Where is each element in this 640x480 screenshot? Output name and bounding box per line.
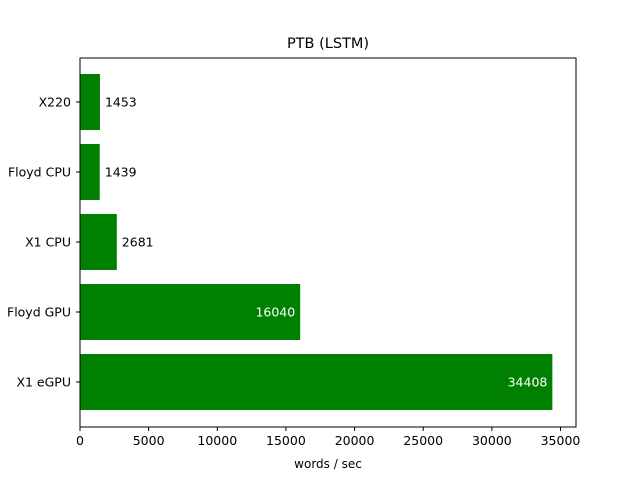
x-tick-label: 20000 [335,433,375,448]
x-tick-label: 35000 [541,433,581,448]
x-axis-label: words / sec [294,457,362,471]
x-tick-label: 10000 [197,433,237,448]
bar-x220 [80,74,100,130]
x-axis: 0 5000 10000 15000 20000 25000 30000 35000 [76,427,580,448]
bar-value-label: 16040 [255,305,295,320]
y-tick-label: X220 [39,95,71,110]
bar-value-label: 2681 [122,235,154,250]
bar-floyd-cpu [80,144,100,200]
x-tick-label: 5000 [133,433,165,448]
y-tick-label: Floyd GPU [7,305,71,320]
x-tick-label: 25000 [403,433,443,448]
bar-floyd-gpu [80,284,301,340]
plot-frame [79,57,577,428]
x-tick-label: 15000 [266,433,306,448]
bars-group: 1453 1439 2681 16040 34408 [80,74,553,410]
x-tick-label: 30000 [472,433,512,448]
y-tick-label: X1 CPU [25,235,71,250]
y-tick-labels: X220 Floyd CPU X1 CPU Floyd GPU X1 eGPU [7,95,80,390]
bar-value-label: 34408 [508,375,548,390]
bar-x1-cpu [80,214,117,270]
bar-value-label: 1439 [105,165,137,180]
chart-title: PTB (LSTM) [287,36,369,52]
x-tick-label: 0 [76,433,84,448]
bar-value-label: 1453 [105,95,137,110]
y-tick-label: Floyd CPU [8,165,71,180]
bar-x1-egpu [80,354,553,410]
y-tick-label: X1 eGPU [16,375,71,390]
